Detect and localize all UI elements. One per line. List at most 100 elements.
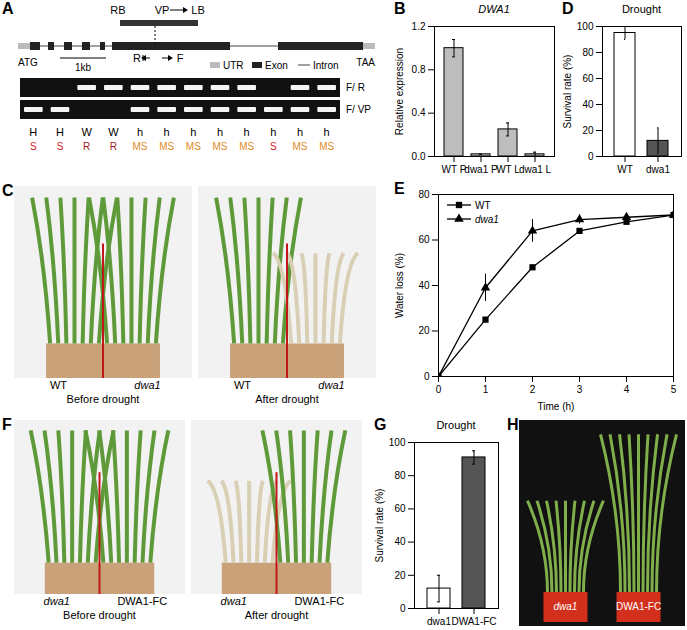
svg-text:1.2: 1.2 [412, 21, 426, 32]
svg-text:F/ R: F/ R [346, 82, 365, 93]
html-text:Before drought: Before drought [66, 393, 140, 405]
html-text:WT: WT [475, 199, 491, 211]
svg-text:1kb: 1kb [75, 62, 92, 73]
svg-text:dwa1: dwa1 [554, 601, 578, 612]
svg-text:h: h [244, 126, 250, 138]
svg-text:S: S [270, 141, 277, 152]
svg-text:MS: MS [186, 141, 201, 152]
svg-text:MS: MS [213, 141, 228, 152]
html-text:Drought: Drought [621, 3, 662, 15]
svg-text:20: 20 [582, 125, 594, 136]
svg-text:RB: RB [110, 4, 125, 16]
svg-text:Time (h): Time (h) [538, 401, 575, 412]
html-text:WT: WT [49, 379, 67, 391]
svg-text:40: 40 [582, 99, 594, 110]
svg-text:MS: MS [293, 141, 308, 152]
svg-text:dwa1 L: dwa1 L [519, 164, 552, 175]
svg-text:dwa1: dwa1 [427, 616, 451, 627]
svg-text:Water loss (%): Water loss (%) [394, 253, 405, 318]
svg-text:MS: MS [133, 141, 148, 152]
svg-text:Intron: Intron [313, 60, 339, 71]
svg-text:60: 60 [394, 503, 406, 514]
svg-text:W: W [81, 126, 92, 138]
svg-text:DWA1-FC: DWA1-FC [451, 616, 496, 627]
svg-text:dwa1: dwa1 [646, 164, 670, 175]
svg-text:dwa1 P: dwa1 P [464, 164, 498, 175]
html-text:G: G [374, 416, 387, 433]
svg-text:Survival rate (%): Survival rate (%) [374, 489, 385, 563]
svg-text:100: 100 [577, 21, 594, 32]
svg-text:R: R [83, 141, 90, 152]
svg-text:VP: VP [155, 4, 170, 16]
svg-text:0: 0 [400, 603, 406, 614]
html-text:WT: WT [233, 379, 251, 391]
svg-text:F/ VP: F/ VP [346, 104, 371, 115]
html-text:dwa1: dwa1 [220, 595, 247, 607]
html-text:After drought: After drought [244, 609, 309, 621]
svg-text:100: 100 [389, 437, 406, 448]
svg-text:Survival rate (%): Survival rate (%) [562, 55, 573, 129]
svg-text:20: 20 [418, 325, 430, 336]
svg-text:0: 0 [588, 151, 594, 162]
svg-text:80: 80 [418, 189, 430, 200]
svg-text:4: 4 [624, 384, 630, 395]
svg-text:h: h [137, 126, 143, 138]
svg-text:20: 20 [394, 570, 406, 581]
svg-text:2: 2 [530, 384, 536, 395]
html-text:dwa1: dwa1 [43, 595, 70, 607]
svg-text:h: h [270, 126, 276, 138]
svg-text:WT L: WT L [496, 164, 520, 175]
svg-text:80: 80 [582, 47, 594, 58]
svg-text:UTR: UTR [223, 60, 244, 71]
html-text:dwa1: dwa1 [475, 213, 499, 225]
svg-text:60: 60 [582, 73, 594, 84]
svg-text:0: 0 [436, 384, 442, 395]
svg-text:F: F [177, 52, 184, 64]
svg-text:ATG: ATG [18, 57, 38, 68]
svg-text:R: R [110, 141, 117, 152]
svg-text:Exon: Exon [265, 60, 288, 71]
html-text:Before drought: Before drought [63, 609, 136, 621]
svg-text:S: S [30, 141, 37, 152]
html-text:D: D [562, 0, 574, 17]
svg-text:H: H [29, 126, 37, 138]
svg-text:WT: WT [617, 164, 633, 175]
html-text:B: B [394, 0, 406, 17]
svg-text:WT P: WT P [442, 164, 467, 175]
html-text:DWA1-FC: DWA1-FC [117, 595, 168, 607]
svg-text:0.8: 0.8 [412, 64, 426, 75]
svg-text:H: H [56, 126, 64, 138]
svg-text:R: R [133, 52, 141, 64]
svg-text:TAA: TAA [356, 57, 375, 68]
html-text:DWA1-FC: DWA1-FC [294, 595, 345, 607]
svg-text:Relative expression: Relative expression [394, 48, 405, 135]
svg-text:5: 5 [671, 384, 677, 395]
svg-text:MS: MS [159, 141, 174, 152]
svg-text:LB: LB [191, 4, 204, 16]
svg-text:h: h [297, 126, 303, 138]
svg-text:3: 3 [577, 384, 583, 395]
html-text:dwa1: dwa1 [318, 379, 345, 391]
svg-text:40: 40 [394, 536, 406, 547]
svg-text:0: 0 [424, 371, 430, 382]
svg-text:1: 1 [483, 384, 489, 395]
svg-text:MS: MS [239, 141, 254, 152]
html-text:DWA1: DWA1 [478, 3, 510, 15]
svg-text:80: 80 [394, 470, 406, 481]
svg-text:0.0: 0.0 [412, 151, 426, 162]
svg-text:MS: MS [319, 141, 334, 152]
svg-text:60: 60 [418, 234, 430, 245]
html-text:C: C [2, 182, 14, 199]
svg-text:W: W [108, 126, 119, 138]
html-text:dwa1: dwa1 [134, 379, 161, 391]
svg-text:40: 40 [418, 280, 430, 291]
svg-text:h: h [217, 126, 223, 138]
svg-text:S: S [57, 141, 64, 152]
html-text:A: A [2, 0, 14, 17]
svg-text:DWA1-FC: DWA1-FC [616, 601, 661, 612]
svg-text:0.4: 0.4 [412, 107, 426, 118]
svg-text:h: h [164, 126, 170, 138]
svg-text:h: h [190, 126, 196, 138]
svg-text:h: h [324, 126, 330, 138]
html-text:After drought: After drought [255, 393, 319, 405]
